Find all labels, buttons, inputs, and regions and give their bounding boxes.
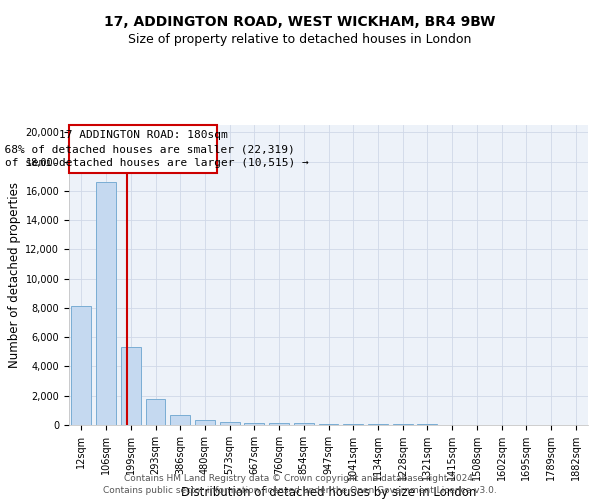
- Bar: [71, 306, 91, 425]
- Text: Size of property relative to detached houses in London: Size of property relative to detached ho…: [128, 32, 472, 46]
- Bar: [343, 424, 363, 425]
- Bar: [418, 424, 437, 425]
- Bar: [195, 420, 215, 425]
- Bar: [146, 398, 166, 425]
- Bar: [244, 422, 264, 425]
- Bar: [319, 424, 338, 425]
- Bar: [269, 423, 289, 425]
- Bar: [121, 348, 140, 425]
- Bar: [96, 182, 116, 425]
- X-axis label: Distribution of detached houses by size in London: Distribution of detached houses by size …: [181, 486, 476, 499]
- Bar: [170, 416, 190, 425]
- FancyBboxPatch shape: [69, 125, 217, 174]
- Y-axis label: Number of detached properties: Number of detached properties: [8, 182, 21, 368]
- Text: 17 ADDINGTON ROAD: 180sqm
← 68% of detached houses are smaller (22,319)
32% of s: 17 ADDINGTON ROAD: 180sqm ← 68% of detac…: [0, 130, 308, 168]
- Text: Contains HM Land Registry data © Crown copyright and database right 2024.
Contai: Contains HM Land Registry data © Crown c…: [103, 474, 497, 495]
- Bar: [393, 424, 413, 425]
- Bar: [368, 424, 388, 425]
- Bar: [220, 422, 239, 425]
- Bar: [294, 424, 314, 425]
- Text: 17, ADDINGTON ROAD, WEST WICKHAM, BR4 9BW: 17, ADDINGTON ROAD, WEST WICKHAM, BR4 9B…: [104, 15, 496, 29]
